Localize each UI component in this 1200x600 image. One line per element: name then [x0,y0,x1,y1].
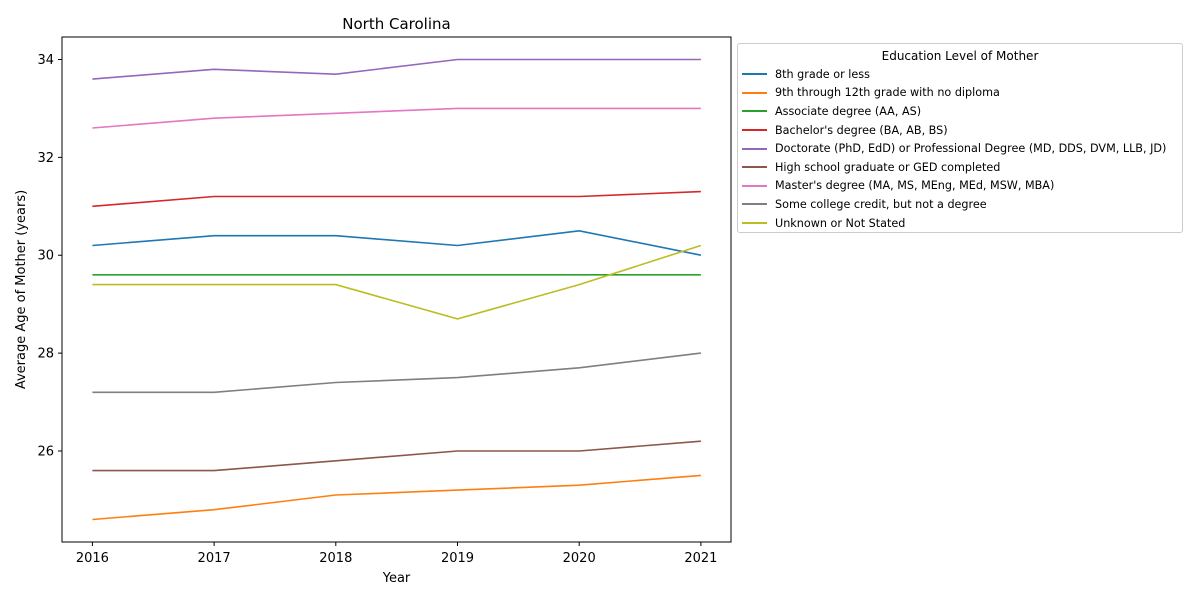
legend-swatch [742,73,767,76]
legend-item: Doctorate (PhD, EdD) or Professional Deg… [738,139,1182,158]
y-tick-label: 32 [37,151,54,166]
legend-item: 9th through 12th grade with no diploma [738,84,1182,103]
series-line-4 [92,58,701,80]
legend-label: Associate degree (AA, AS) [775,104,922,118]
legend-label: Master's degree (MA, MS, MEng, MEd, MSW,… [775,179,1055,193]
chart-title: North Carolina [342,15,450,33]
series-line-6 [92,107,701,129]
y-axis-label: Average Age of Mother (years) [14,190,29,389]
legend-swatch [742,129,767,132]
x-axis-label: Year [382,571,411,586]
legend-item: Bachelor's degree (BA, AB, BS) [738,121,1182,140]
y-tick-label: 26 [37,444,54,459]
legend-swatch [742,222,767,225]
legend-label: 8th grade or less [775,67,870,81]
legend-item: Unknown or Not Stated [738,214,1182,233]
plot-area [61,36,732,543]
x-tick-label: 2019 [441,551,474,566]
legend-label: High school graduate or GED completed [775,160,1001,174]
legend-item: High school graduate or GED completed [738,158,1182,177]
legend-swatch [742,110,767,113]
legend-item: Associate degree (AA, AS) [738,102,1182,121]
legend-label: Doctorate (PhD, EdD) or Professional Deg… [775,142,1167,156]
legend-swatch [742,203,767,206]
legend-label: Bachelor's degree (BA, AB, BS) [775,123,948,137]
x-tick-label: 2020 [563,551,596,566]
legend-item: Some college credit, but not a degree [738,195,1182,214]
series-line-5 [92,440,701,472]
legend-item: 8th grade or less [738,65,1182,84]
series-line-3 [92,190,701,208]
series-line-7 [92,352,701,394]
y-tick-label: 28 [37,347,54,362]
legend-label: Some college credit, but not a degree [775,197,987,211]
legend-label: Unknown or Not Stated [775,216,906,230]
legend-swatch [742,166,767,169]
x-tick-label: 2017 [198,551,231,566]
x-tick-label: 2016 [76,551,109,566]
series-line-8 [92,244,702,320]
x-tick-label: 2021 [684,551,717,566]
legend-title: Education Level of Mother [881,49,1039,63]
x-tick-label: 2018 [319,551,352,566]
y-tick-label: 34 [37,53,54,68]
legend-label: 9th through 12th grade with no diploma [775,86,1000,100]
series-line-1 [92,474,701,521]
legend-item: Master's degree (MA, MS, MEng, MEd, MSW,… [738,177,1182,196]
series-line-0 [92,229,702,256]
y-tick-label: 30 [37,249,54,264]
legend: Education Level of Mother 8th grade or l… [737,43,1183,233]
legend-swatch [742,147,767,150]
legend-swatch [742,91,767,94]
legend-swatch [742,184,767,187]
